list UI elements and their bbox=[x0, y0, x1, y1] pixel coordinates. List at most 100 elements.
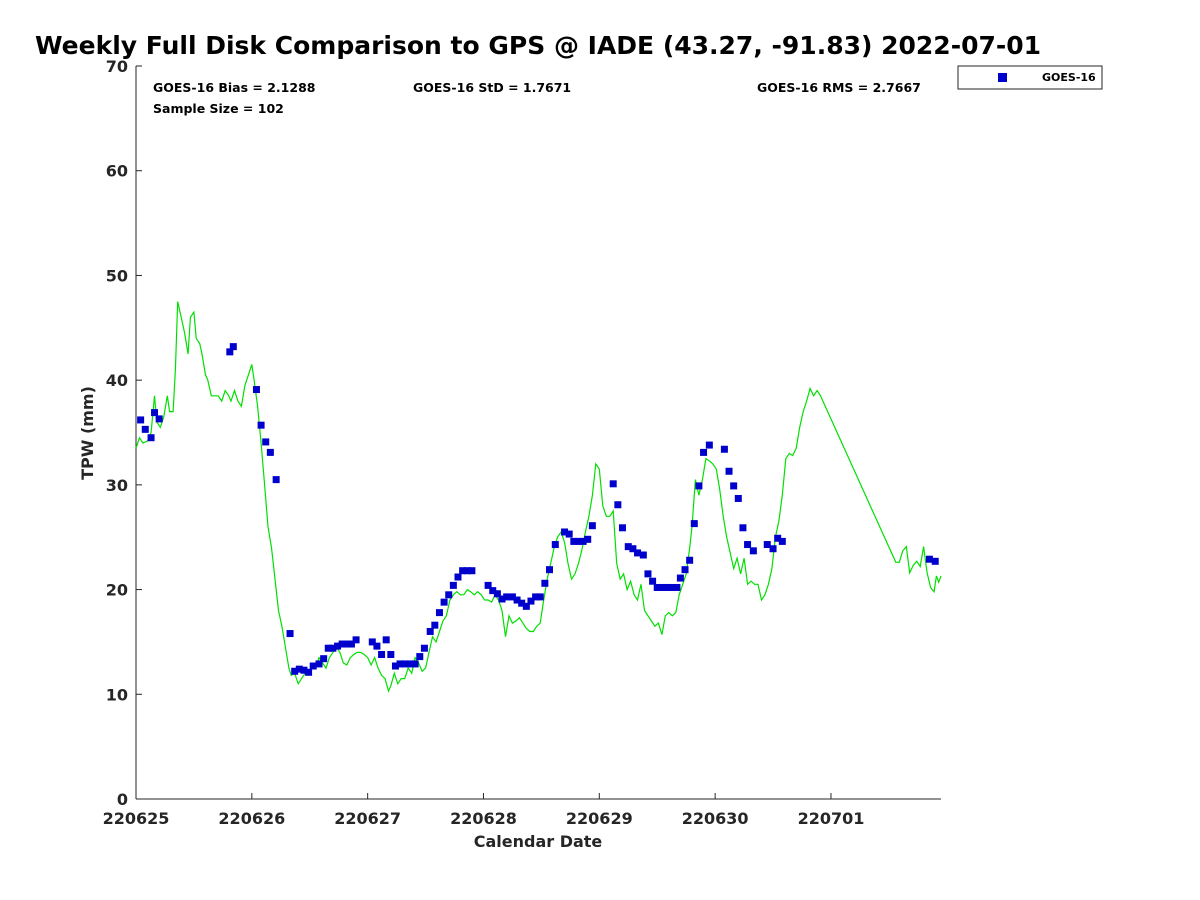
goes16-point bbox=[508, 593, 516, 601]
goes16-point bbox=[262, 438, 270, 446]
goes16-series bbox=[137, 343, 939, 676]
y-tick-label: 20 bbox=[106, 581, 128, 600]
goes16-point bbox=[272, 476, 280, 484]
y-tick-label: 0 bbox=[117, 790, 128, 809]
goes16-point bbox=[744, 541, 752, 549]
goes16-point bbox=[614, 501, 622, 509]
goes16-point bbox=[454, 573, 462, 581]
goes16-point bbox=[387, 650, 395, 658]
goes16-point bbox=[730, 482, 738, 490]
goes16-point bbox=[649, 577, 657, 585]
goes16-point bbox=[588, 522, 596, 530]
goes16-point bbox=[329, 644, 337, 652]
goes16-point bbox=[420, 644, 428, 652]
goes16-point bbox=[315, 660, 323, 668]
goes16-point bbox=[551, 541, 559, 549]
goes16-point bbox=[667, 583, 675, 591]
goes16-point bbox=[373, 642, 381, 650]
goes16-point bbox=[401, 660, 409, 668]
goes16-point bbox=[226, 348, 234, 356]
goes16-point bbox=[295, 665, 303, 673]
goes16-point bbox=[347, 640, 355, 648]
goes16-point bbox=[681, 566, 689, 574]
goes16-point bbox=[513, 596, 521, 604]
goes16-point bbox=[658, 583, 666, 591]
goes16-point bbox=[468, 567, 476, 575]
goes16-point bbox=[629, 545, 637, 553]
goes16-point bbox=[700, 448, 708, 456]
sample-size-stat: Sample Size = 102 bbox=[153, 101, 284, 116]
goes16-point bbox=[407, 660, 415, 668]
goes16-point bbox=[725, 467, 733, 475]
goes16-point bbox=[644, 570, 652, 578]
goes16-point bbox=[931, 557, 939, 565]
goes16-point bbox=[426, 627, 434, 635]
y-tick-label: 50 bbox=[106, 266, 128, 285]
goes16-point bbox=[518, 599, 526, 607]
goes16-point bbox=[734, 494, 742, 502]
goes16-point bbox=[368, 638, 376, 646]
goes16-point bbox=[720, 445, 728, 453]
goes16-point bbox=[676, 574, 684, 582]
legend-label-goes16: GOES-16 bbox=[1042, 71, 1096, 84]
goes16-point bbox=[925, 555, 933, 563]
goes16-point bbox=[435, 609, 443, 617]
goes16-point bbox=[324, 644, 332, 652]
goes16-point bbox=[690, 520, 698, 528]
goes16-point bbox=[396, 660, 404, 668]
goes16-point bbox=[391, 662, 399, 670]
bias-stat: GOES-16 Bias = 2.1288 bbox=[153, 80, 315, 95]
goes16-point bbox=[662, 583, 670, 591]
goes16-point bbox=[459, 567, 467, 575]
goes16-point bbox=[338, 640, 346, 648]
goes16-point bbox=[147, 434, 155, 442]
goes16-point bbox=[774, 534, 782, 542]
y-tick-label: 10 bbox=[106, 685, 128, 704]
y-tick-label: 40 bbox=[106, 371, 128, 390]
y-tick-label: 70 bbox=[106, 57, 128, 76]
goes16-point bbox=[778, 537, 786, 545]
goes16-point bbox=[229, 343, 237, 351]
goes16-point bbox=[570, 537, 578, 545]
x-tick-label: 220628 bbox=[450, 809, 517, 828]
goes16-point bbox=[673, 583, 681, 591]
goes16-point bbox=[579, 537, 587, 545]
y-axis-label: TPW (mm) bbox=[78, 386, 97, 480]
goes16-point bbox=[378, 650, 386, 658]
goes16-point bbox=[739, 524, 747, 532]
legend-box bbox=[957, 65, 1103, 90]
goes16-point bbox=[532, 593, 540, 601]
y-tick-label: 60 bbox=[106, 162, 128, 181]
goes16-point bbox=[151, 409, 159, 417]
goes16-point bbox=[536, 593, 544, 601]
rms-stat: GOES-16 RMS = 2.7667 bbox=[757, 80, 921, 95]
goes16-point bbox=[416, 653, 424, 661]
goes16-point bbox=[749, 547, 757, 555]
plot-area: 0 10 20 30 40 50 60 70 220625 220626 220627 220628… bbox=[103, 57, 942, 828]
goes16-point bbox=[411, 660, 419, 668]
legend: GOES-16 bbox=[957, 65, 1103, 90]
goes16-point bbox=[624, 543, 632, 551]
goes16-point bbox=[352, 636, 360, 644]
goes16-point bbox=[527, 597, 535, 605]
goes16-point bbox=[503, 593, 511, 601]
gps-series bbox=[135, 301, 942, 693]
goes16-point bbox=[493, 590, 501, 598]
goes16-point bbox=[522, 602, 530, 610]
goes16-point bbox=[300, 666, 308, 674]
goes16-point bbox=[584, 535, 592, 543]
goes16-point bbox=[252, 386, 260, 394]
goes16-point bbox=[266, 448, 274, 456]
x-tick-label: 220626 bbox=[218, 809, 285, 828]
goes16-point bbox=[489, 587, 497, 595]
goes16-point bbox=[343, 640, 351, 648]
goes16-point bbox=[763, 541, 771, 549]
goes16-point bbox=[320, 655, 328, 663]
goes16-point bbox=[431, 621, 439, 629]
x-axis-ticks: 220625 220626 220627 220628 220629 220630 2207… bbox=[103, 793, 864, 828]
goes16-point bbox=[705, 441, 713, 449]
y-tick-label: 30 bbox=[106, 476, 128, 495]
goes16-point bbox=[634, 549, 642, 557]
goes16-point bbox=[686, 556, 694, 564]
